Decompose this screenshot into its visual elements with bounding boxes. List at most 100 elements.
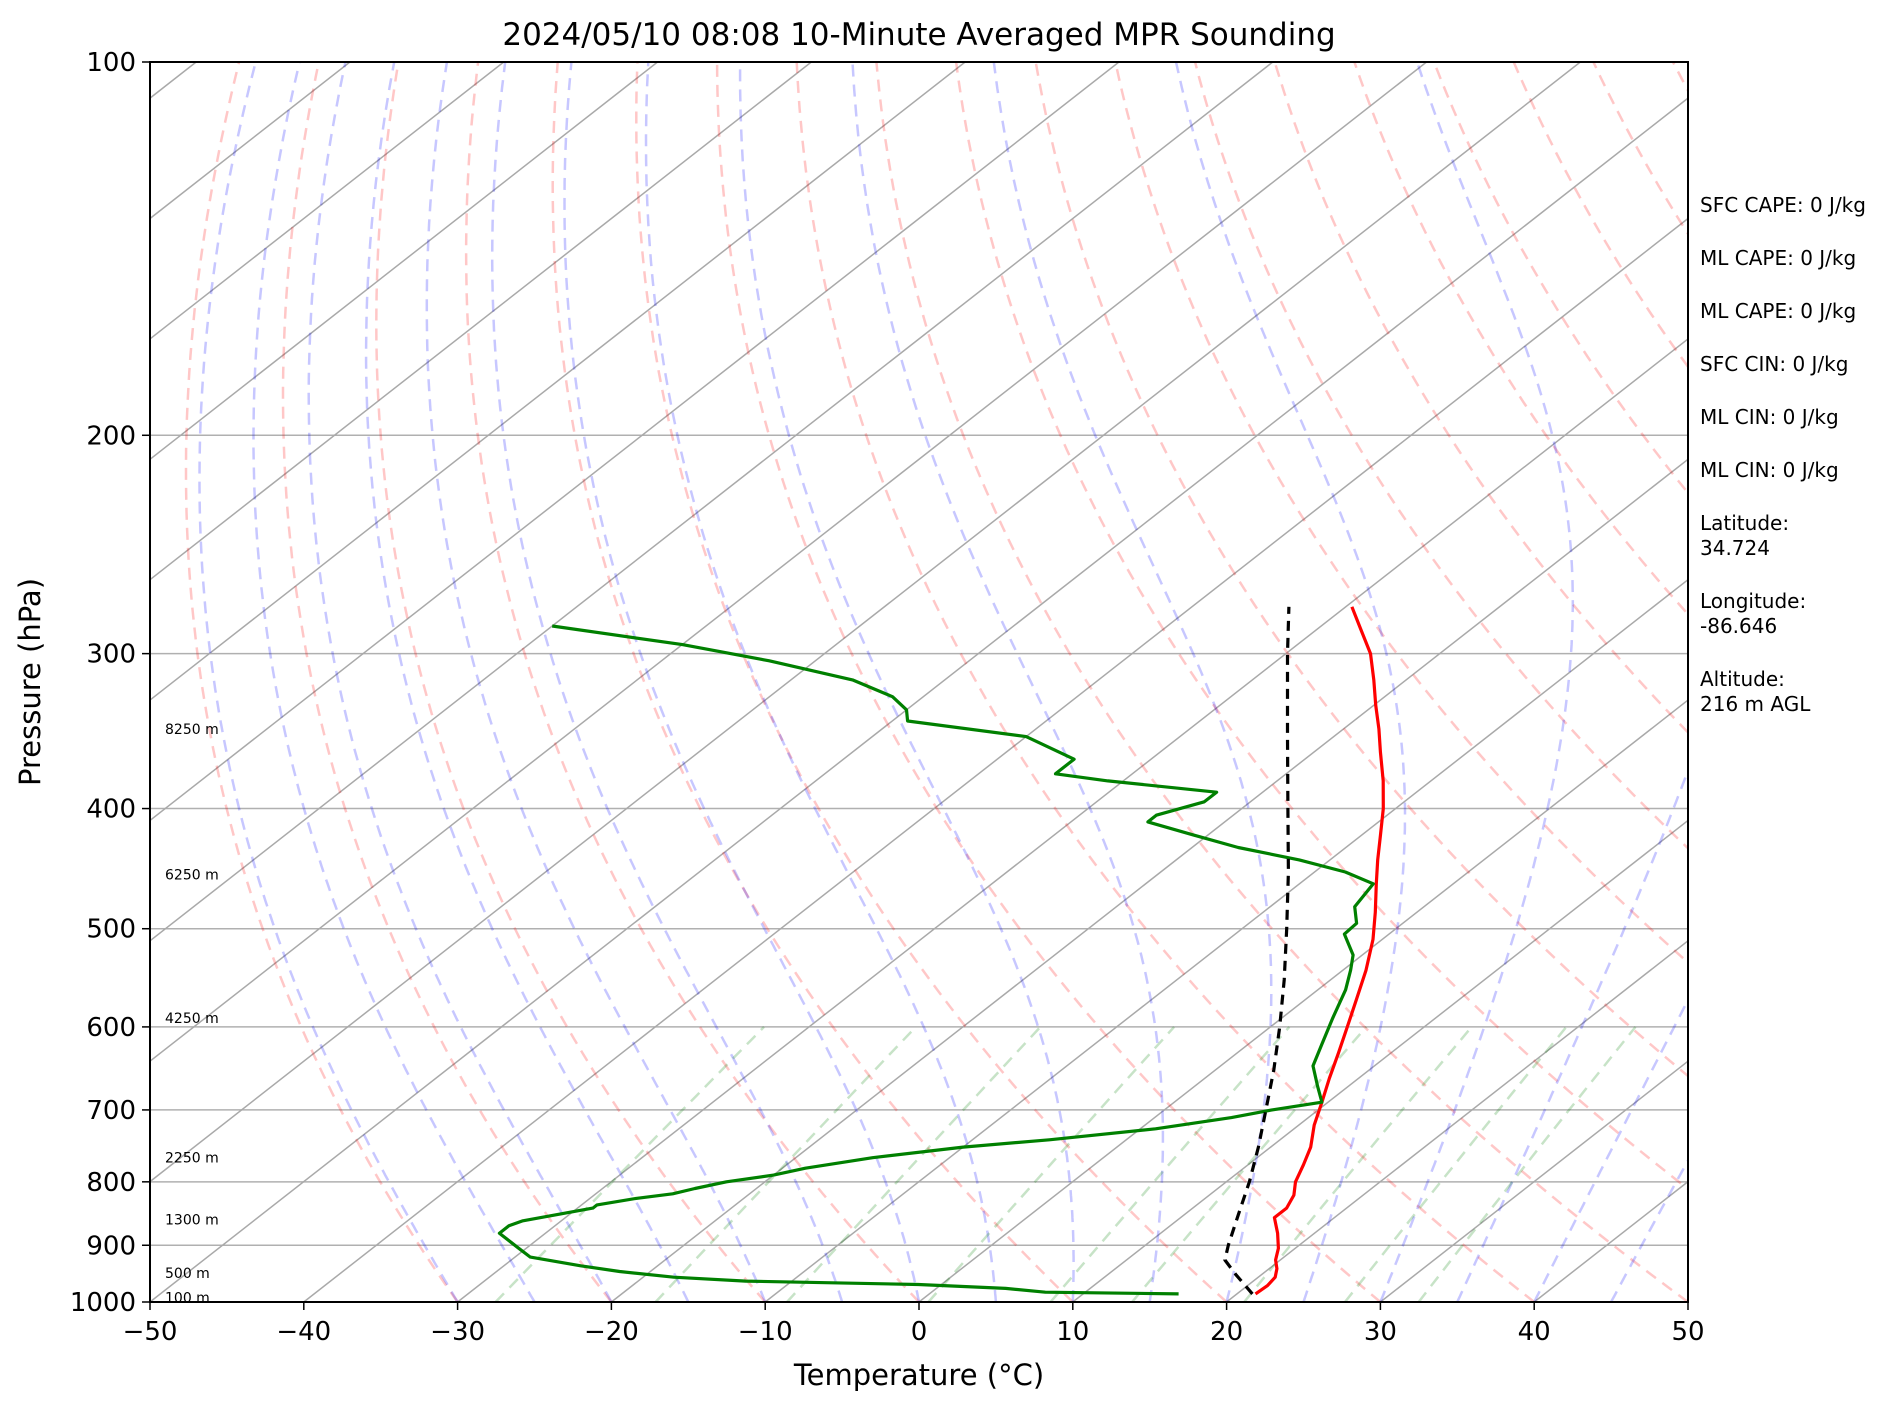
height-label: 4250 m	[165, 1011, 219, 1027]
mixing-ratio-line	[1049, 1026, 1291, 1302]
moist-adiabat-line	[992, 62, 1273, 1302]
isotherm-line	[610, 458, 1688, 1302]
isotherm-line	[150, 62, 1274, 942]
x-tick-label: 40	[1518, 1317, 1551, 1347]
info-panel-line: Latitude:	[1700, 511, 1789, 535]
isotherm-line	[150, 62, 1581, 1183]
moist-adiabat-line	[425, 62, 767, 1302]
dry-adiabat-line	[551, 62, 1074, 1302]
x-axis-ticks: −50 −40 −30 −20 −10 0 10 20 30 40 50	[123, 1302, 1705, 1347]
isobar-lines	[150, 434, 1688, 1247]
isotherm-line	[150, 62, 966, 702]
x-tick-label: −50	[123, 1317, 178, 1347]
x-tick-label: −10	[738, 1317, 793, 1347]
moist-adiabat-line	[252, 62, 536, 1302]
info-panel-line: SFC CAPE: 0 J/kg	[1700, 193, 1866, 217]
dry-adiabat-line	[1193, 62, 1688, 851]
height-label: 2250 m	[165, 1151, 219, 1167]
x-axis-label: Temperature (°C)	[793, 1358, 1044, 1392]
height-label: 100 m	[165, 1291, 210, 1307]
y-tick-label: 700	[86, 1096, 136, 1126]
y-tick-label: 100	[86, 48, 136, 78]
y-tick-label: 800	[86, 1168, 136, 1198]
isotherm-line	[303, 217, 1688, 1302]
chart-title: 2024/05/10 08:08 10-Minute Averaged MPR …	[502, 17, 1335, 53]
info-panel-line: 34.724	[1700, 536, 1770, 560]
info-panel: SFC CAPE: 0 J/kg ML CAPE: 0 J/kg ML CAPE: …	[1700, 193, 1866, 716]
mixing-ratio-line	[494, 1026, 765, 1302]
y-tick-label: 400	[86, 795, 136, 825]
moist-adiabat-line	[644, 62, 998, 1302]
isotherm-line	[1379, 1060, 1688, 1302]
height-label: 500 m	[165, 1266, 210, 1282]
mixing-ratio-line	[927, 1026, 1176, 1302]
moist-adiabat-lines	[198, 62, 1688, 1302]
moist-adiabat-line	[563, 62, 921, 1302]
mixing-ratio-line	[1417, 1026, 1637, 1302]
isotherm-line	[457, 337, 1688, 1302]
mixing-ratio-line	[654, 1026, 917, 1302]
dry-adiabat-line	[1353, 62, 1688, 617]
dry-adiabat-line	[184, 62, 459, 1302]
info-panel-line: ML CAPE: 0 J/kg	[1700, 246, 1856, 270]
y-tick-label: 900	[86, 1231, 136, 1261]
x-tick-label: −20	[584, 1317, 639, 1347]
dewpoint-profile	[497, 624, 1375, 1296]
x-tick-label: −40	[276, 1317, 331, 1347]
height-label: 8250 m	[165, 722, 219, 738]
isotherm-line	[150, 62, 1120, 822]
dry-adiabat-lines	[184, 62, 1688, 1302]
height-labels: 100 m 500 m 1300 m 2250 m 4250 m 6250 m 8250 m	[165, 722, 219, 1307]
y-tick-label: 200	[86, 421, 136, 451]
x-tick-label: 20	[1210, 1317, 1243, 1347]
x-tick-label: 0	[911, 1317, 928, 1347]
info-panel-line: Altitude:	[1700, 667, 1785, 691]
dry-adiabat-line	[1114, 62, 1688, 965]
y-tick-label: 1000	[70, 1288, 136, 1318]
mixing-ratio-line	[1344, 1026, 1568, 1302]
dry-adiabat-line	[464, 62, 920, 1302]
dry-adiabat-line	[281, 62, 613, 1302]
x-tick-label: 50	[1671, 1317, 1704, 1347]
dry-adiabat-line	[1432, 62, 1688, 495]
info-panel-line: ML CAPE: 0 J/kg	[1700, 299, 1856, 323]
dry-adiabat-line	[875, 62, 1688, 1302]
x-tick-label: 30	[1364, 1317, 1397, 1347]
background-lines	[150, 62, 1688, 1302]
isotherm-line	[918, 699, 1688, 1302]
dry-adiabat-line	[635, 62, 1228, 1302]
y-axis-ticks: 100 200 300 400 500 600 700 800 900 1000	[70, 48, 150, 1318]
parcel-profile	[1223, 606, 1291, 1295]
isotherm-line	[150, 62, 659, 461]
dry-adiabat-line	[715, 62, 1382, 1302]
isotherm-line	[764, 578, 1688, 1302]
height-label: 1300 m	[165, 1213, 219, 1229]
temperature-profile	[1254, 606, 1385, 1296]
moist-adiabat-line	[364, 62, 690, 1302]
isotherm-line	[1072, 819, 1688, 1302]
mixing-ratio-lines	[494, 1026, 1637, 1302]
moist-adiabat-line	[490, 62, 844, 1302]
isotherm-line	[150, 62, 351, 220]
isotherm-line	[150, 62, 505, 340]
isotherm-line	[150, 97, 1688, 1302]
mixing-ratio-line	[786, 1026, 1042, 1302]
mixing-ratio-line	[1131, 1026, 1368, 1302]
info-panel-line: Longitude:	[1700, 589, 1806, 613]
x-tick-label: −30	[430, 1317, 485, 1347]
info-panel-line: ML CIN: 0 J/kg	[1700, 458, 1839, 482]
isotherm-line	[150, 62, 812, 581]
plot-frame	[149, 61, 1689, 1303]
info-panel-line: 216 m AGL	[1700, 692, 1811, 716]
info-panel-line: -86.646	[1700, 614, 1777, 638]
moist-adiabat-line	[1174, 62, 1407, 1302]
isotherm-lines	[150, 62, 1688, 1302]
isotherm-line	[150, 62, 1428, 1063]
moist-adiabat-line	[198, 62, 459, 1302]
moist-adiabat-line	[1379, 62, 1575, 1302]
y-axis-label: Pressure (hPa)	[13, 578, 47, 786]
y-tick-label: 500	[86, 915, 136, 945]
moist-adiabat-line	[738, 62, 1075, 1302]
dry-adiabat-line	[795, 62, 1535, 1302]
